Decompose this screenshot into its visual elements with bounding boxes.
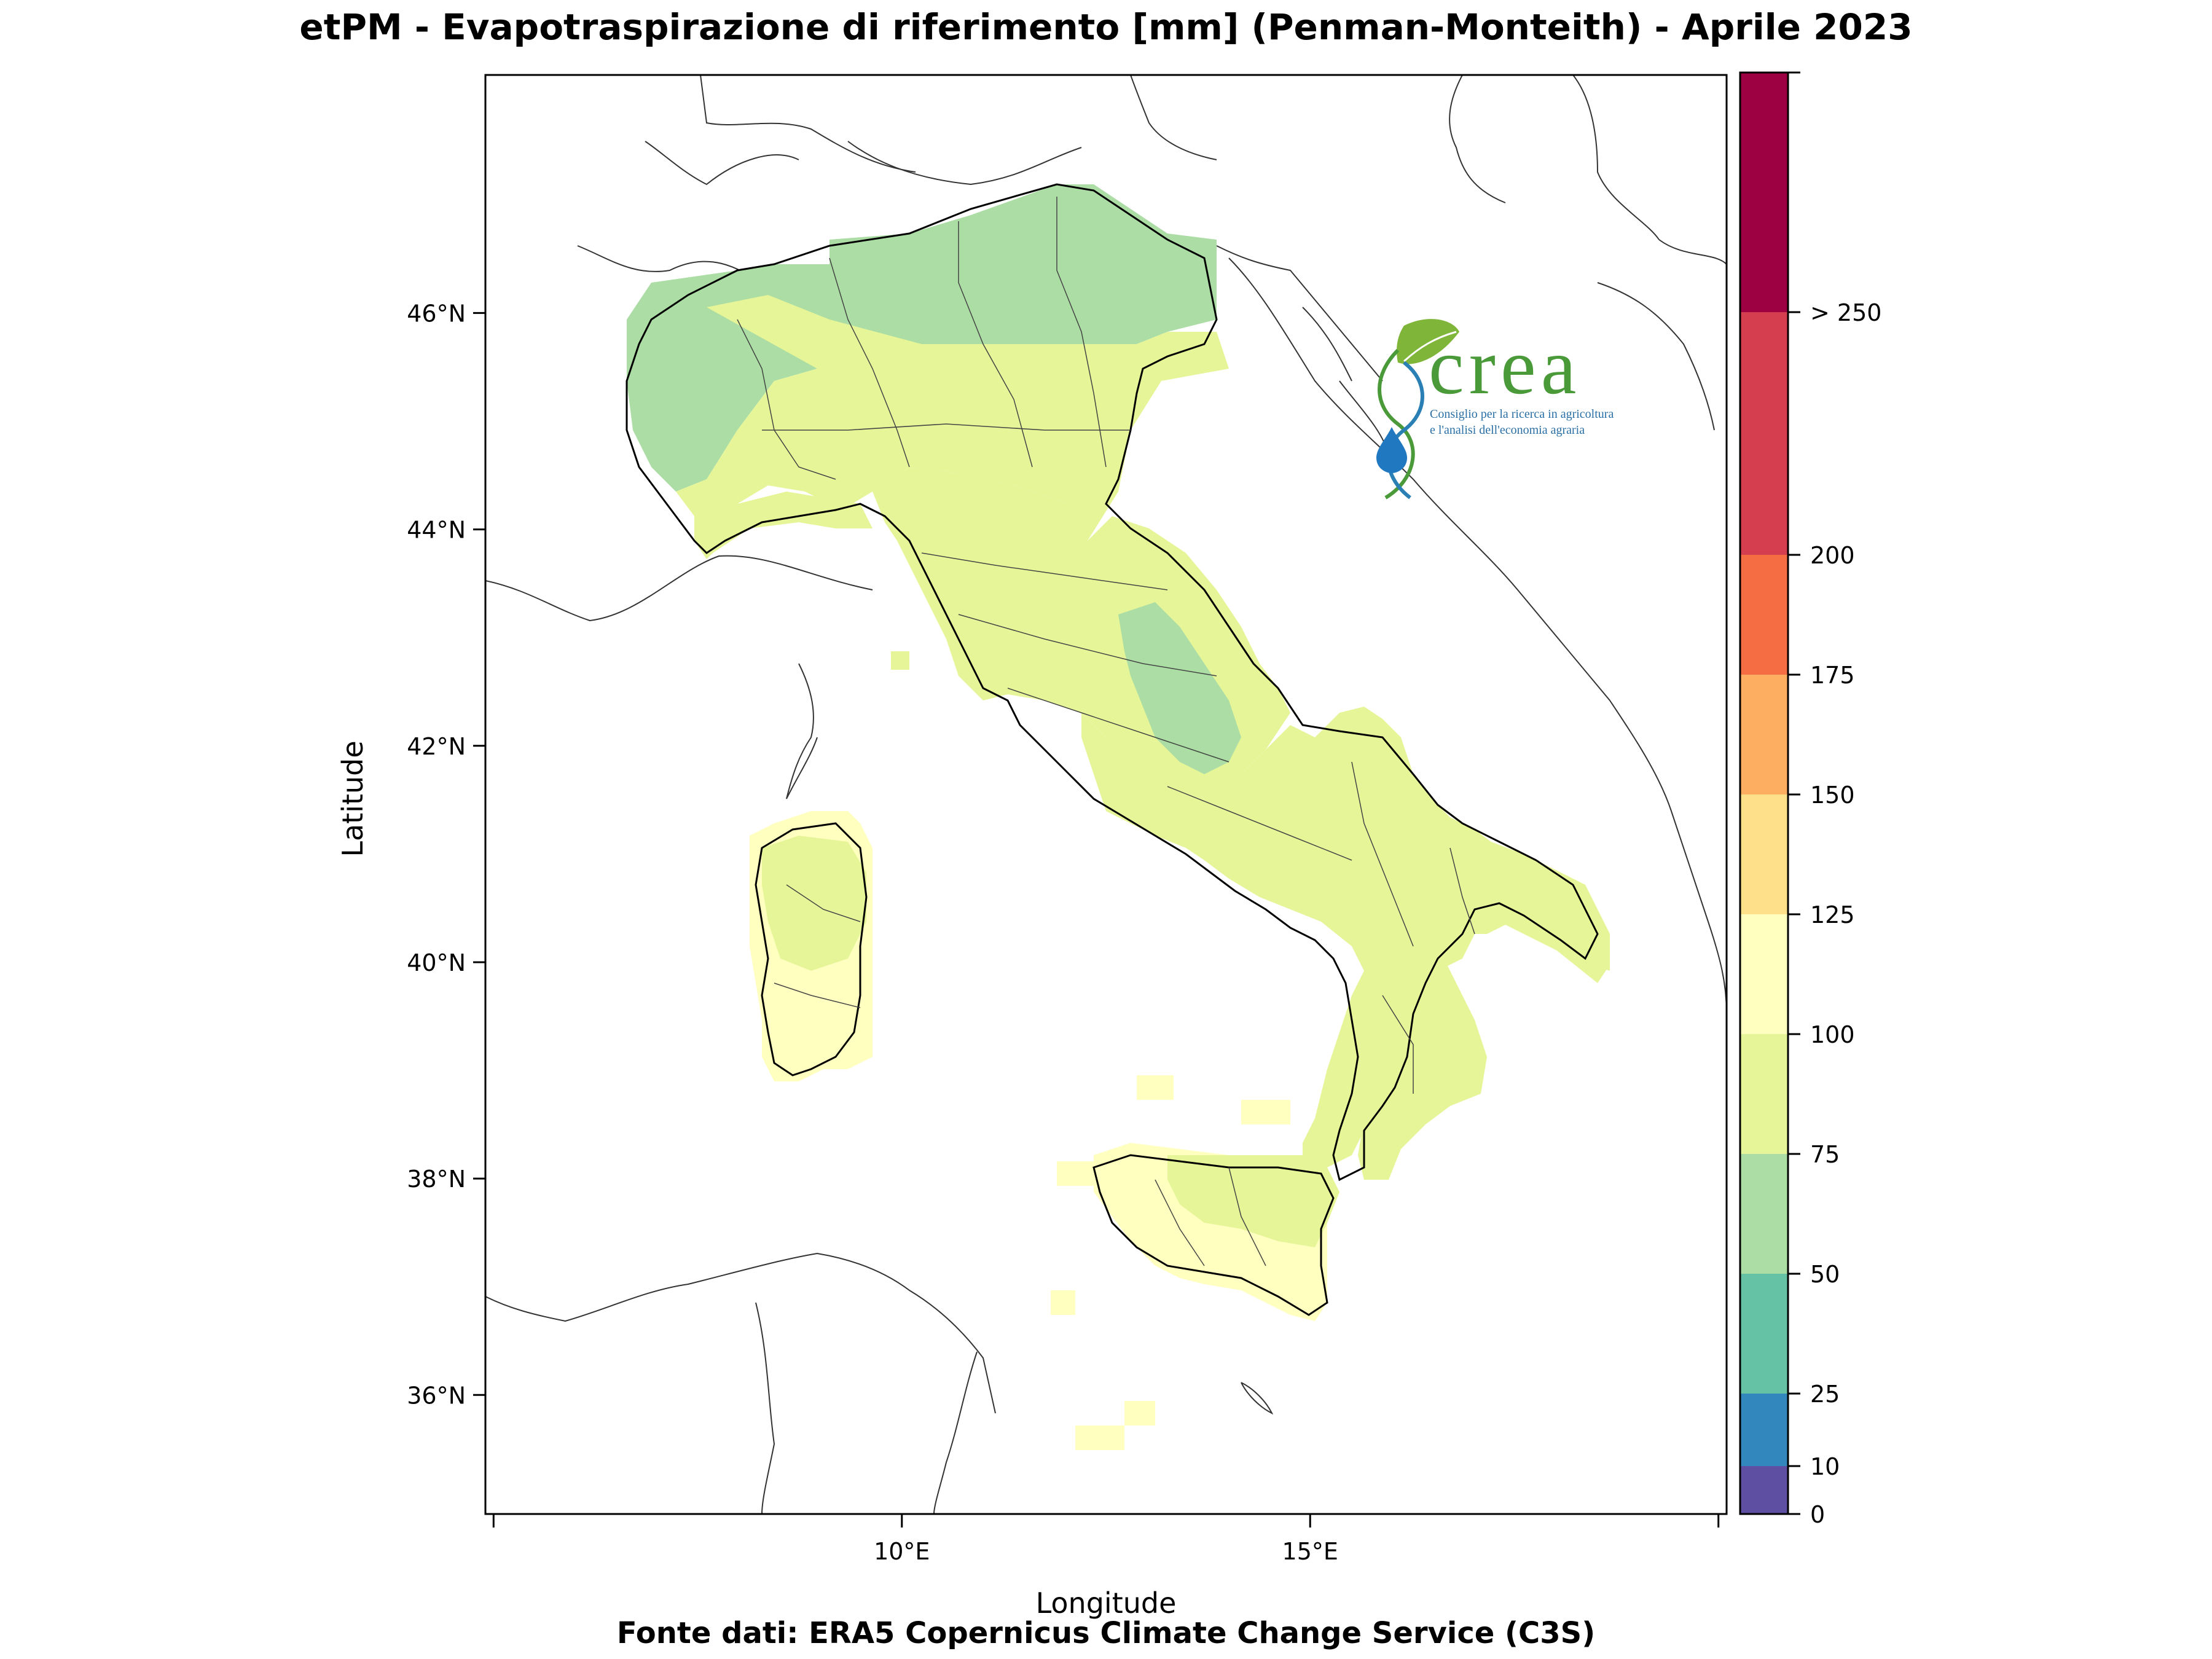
colorbar-frame [1739,71,1789,1515]
latitude-axis: 36°N 38°N 40°N 42°N 44°N 46°N [407,300,485,1409]
lat-tick-label: 36°N [407,1382,466,1409]
cell-region-centre-south [1081,707,1610,1167]
colorbar: 0 10 25 50 75 100 125 150 175 200 > 250 [1739,71,1881,1528]
colorbar-tick-label: 50 [1810,1261,1840,1288]
colorbar-bin [1740,555,1788,675]
cell-region-alps-central [830,184,1217,344]
admin-boundaries [737,197,1475,1266]
cell-island-pantelleria [1051,1290,1075,1315]
colorbar-tick-label: > 250 [1810,299,1881,326]
cell-region-north-plain [676,295,1229,541]
cell-island-lampedusa [1075,1426,1124,1450]
colorbar-bin [1740,794,1788,914]
colorbar-bin [1740,1466,1788,1514]
colorbar-bin [1740,1034,1788,1154]
cell-island-egadi [1057,1161,1094,1186]
colorbar-tick-label: 10 [1810,1453,1840,1480]
cell-island-elba [891,651,909,670]
colorbar-tick-label: 0 [1810,1501,1825,1528]
lon-tick-label: 10°E [874,1538,930,1565]
leaf-icon [1397,319,1459,364]
colorbar-bin [1740,675,1788,794]
colorbar-tick-label: 125 [1810,901,1855,928]
colorbar-bin [1740,312,1788,555]
cell-region-sicily-east [1167,1155,1339,1247]
lat-tick-label: 42°N [407,733,466,760]
map-frame [484,74,1728,1515]
colorbar-bin [1740,914,1788,1034]
evapotranspiration-grid [627,184,1610,1450]
logo-subtitle-2: e l'analisi dell'economia agraria [1430,423,1585,437]
x-axis-label: Longitude [1036,1586,1177,1620]
colorbar-tick-label: 25 [1810,1381,1840,1408]
lat-tick-label: 40°N [407,949,466,976]
cell-region-puglia [1475,836,1610,971]
colorbar-tick-label: 100 [1810,1021,1855,1048]
crea-logo: crea Consiglio per la ricerca in agricol… [1376,319,1614,500]
neighbour-coastlines [485,75,1727,1514]
helix-icon [1378,348,1415,500]
cell-region-calabria [1358,922,1487,1180]
map-panel [485,75,1727,1514]
colorbar-tick-label: 150 [1810,782,1855,809]
colorbar-tick-label: 75 [1810,1141,1840,1168]
lat-tick-label: 46°N [407,300,466,327]
cell-region-apennines [1118,602,1241,774]
colorbar-bin [1740,1154,1788,1274]
colorbar-bin [1740,1274,1788,1394]
cell-region-liguria [694,492,873,559]
logo-subtitle-1: Consiglio per la ricerca in agricoltura [1430,407,1614,421]
longitude-axis: 10°E 15°E [492,1514,1720,1565]
page-title: etPM - Evapotraspirazione di riferimento… [299,6,1913,48]
colorbar-tick-label: 200 [1810,542,1855,569]
water-drop-icon [1376,427,1407,473]
y-axis-label: Latitude [336,740,369,857]
lon-tick-label: 15°E [1282,1538,1338,1565]
colorbar-bin [1740,1394,1788,1466]
lat-tick-label: 44°N [407,517,466,544]
lat-tick-label: 38°N [407,1166,466,1193]
cell-island-lipari [1241,1100,1290,1124]
logo-wordmark: crea [1429,323,1581,411]
cell-island-malta [1124,1401,1155,1426]
colorbar-bin [1740,73,1788,312]
colorbar-tick-label: 175 [1810,662,1855,689]
cell-island-ustica [1137,1075,1174,1100]
data-source-credit: Fonte dati: ERA5 Copernicus Climate Chan… [616,1616,1596,1650]
